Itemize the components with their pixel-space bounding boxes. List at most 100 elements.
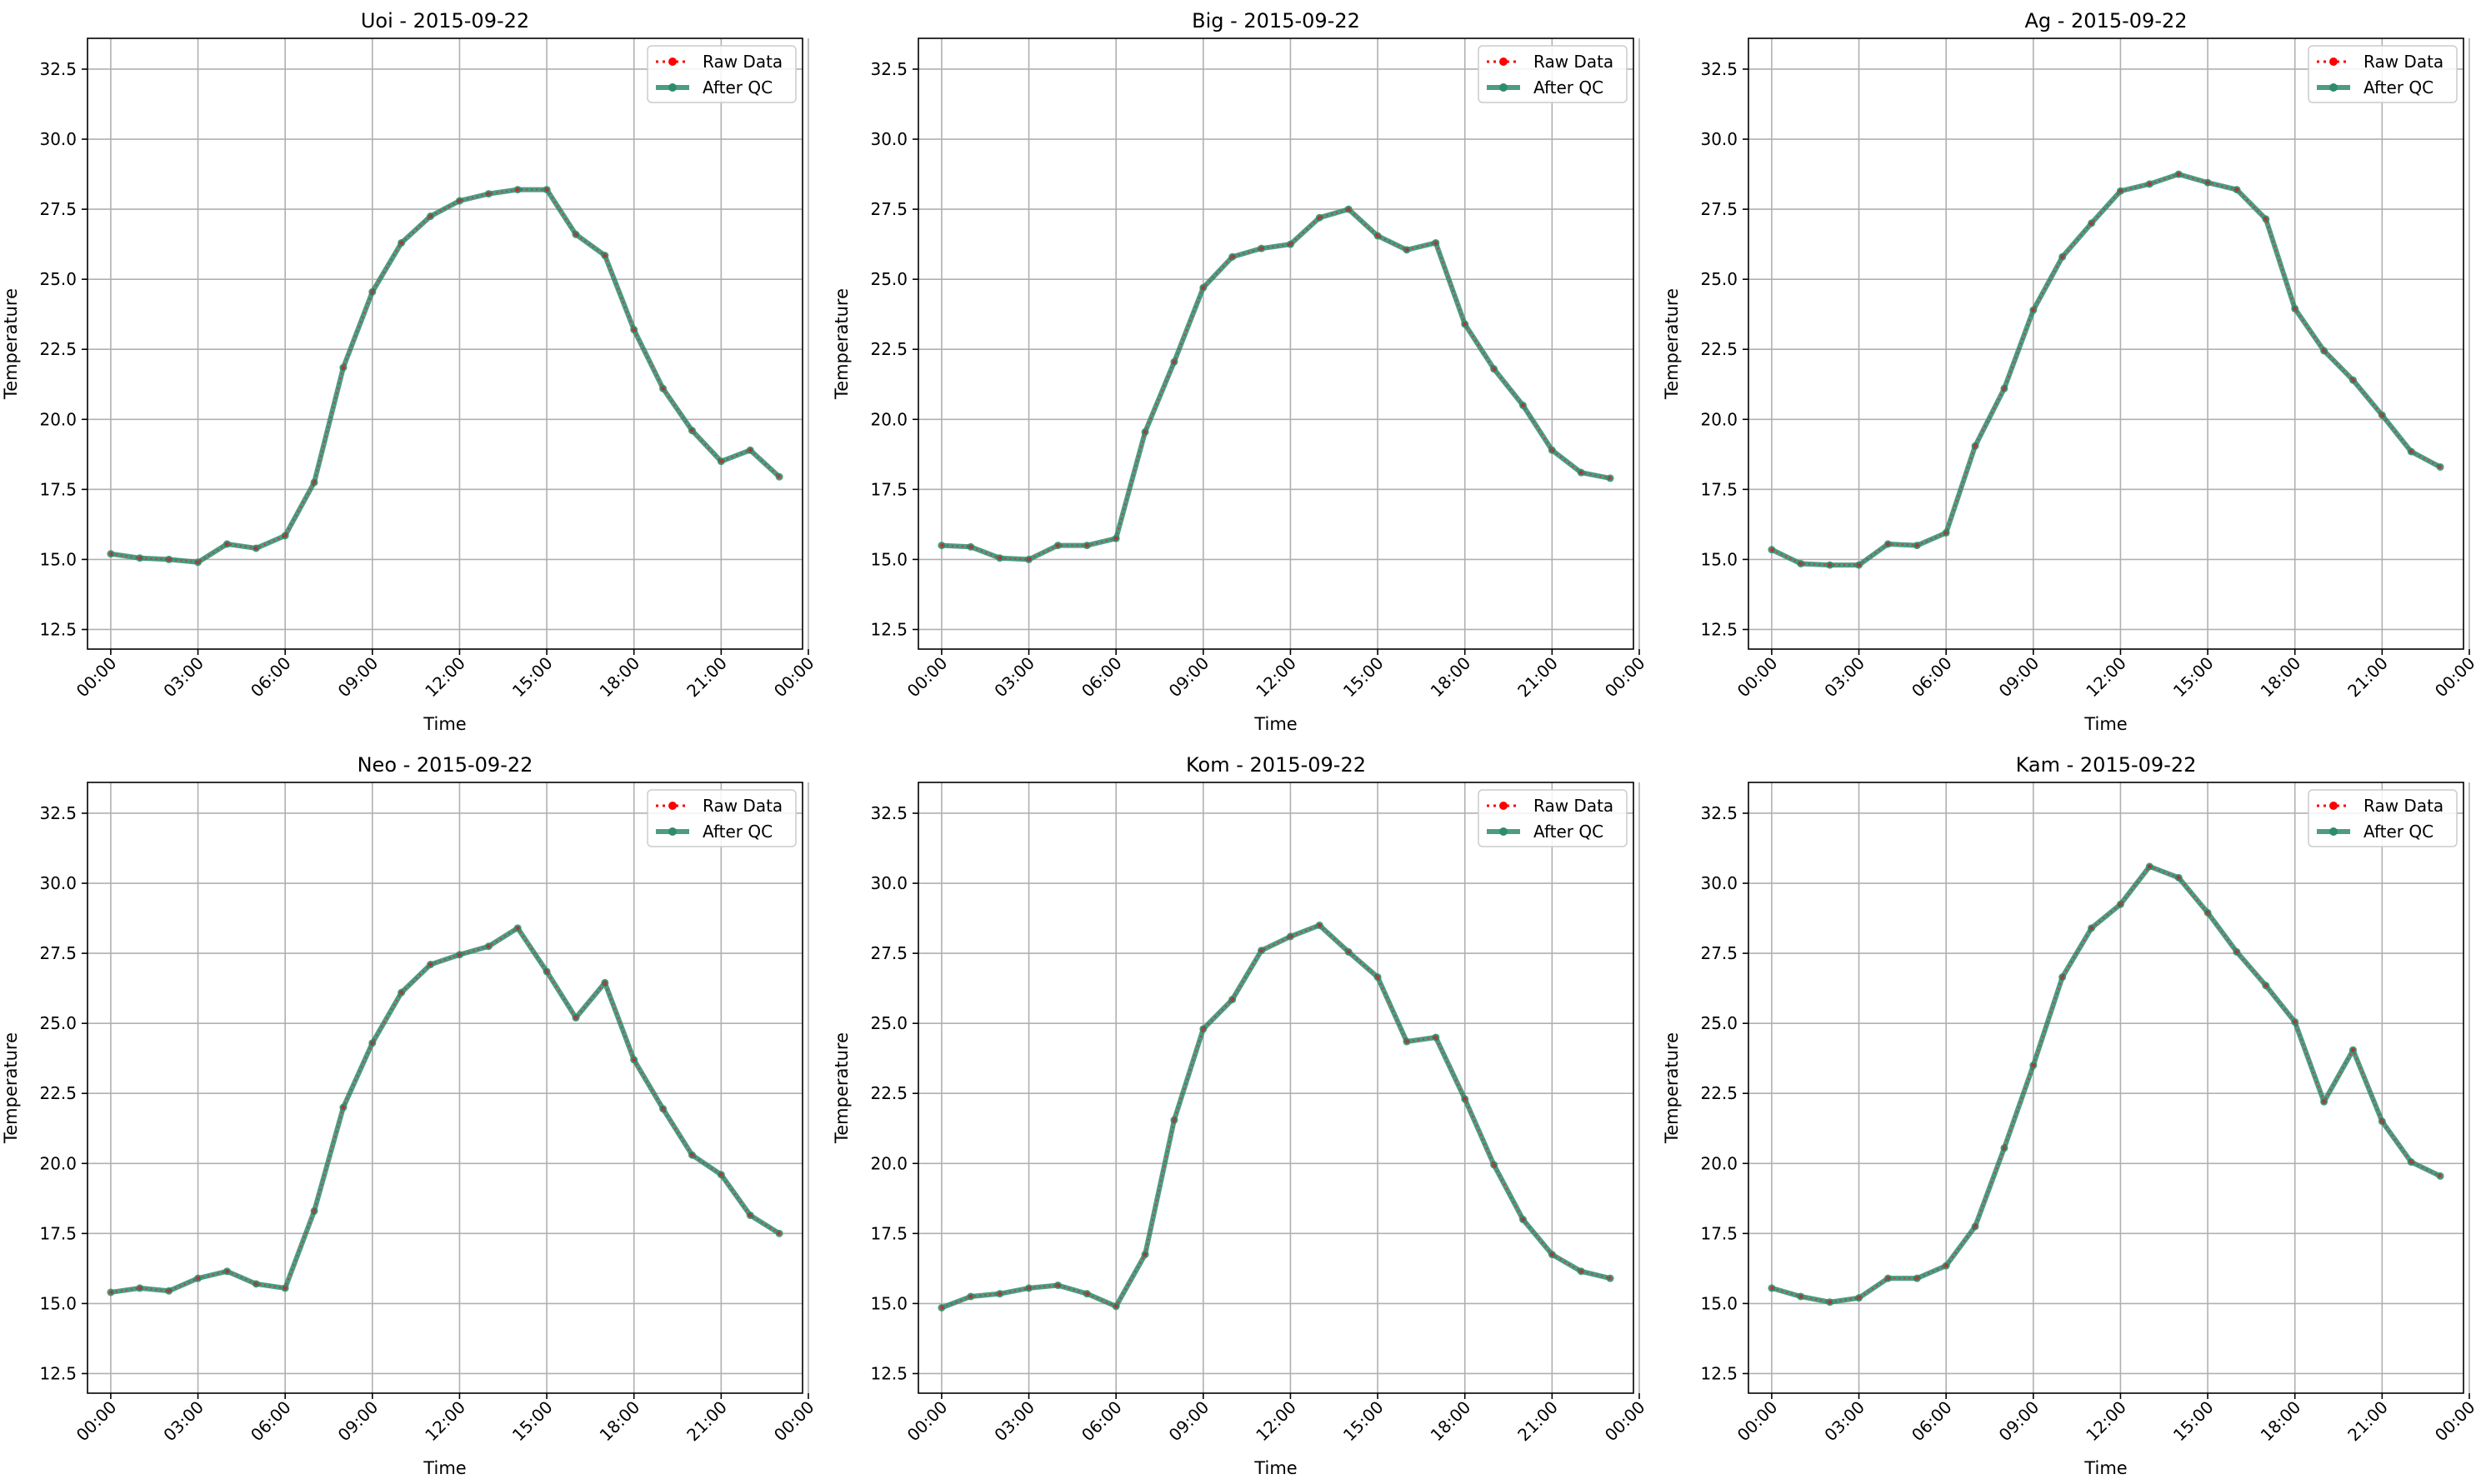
raw-data-point [1433, 1035, 1438, 1040]
after-qc-point [2000, 1144, 2008, 1152]
legend-qc-label: After QC [2363, 822, 2433, 842]
raw-data-point [1608, 1276, 1613, 1281]
raw-data-point [196, 1276, 201, 1281]
x-tick-label: 00:00 [2431, 1397, 2479, 1446]
after-qc-point [1344, 947, 1353, 956]
raw-data-point [1973, 1224, 1978, 1229]
after-qc-point [136, 554, 144, 562]
x-tick-label: 21:00 [2343, 1397, 2392, 1446]
raw-data-point [1172, 1117, 1177, 1122]
x-tick-label: 03:00 [159, 653, 208, 702]
subplot-5: 12.5 15.0 17.5 20.0 22.5 25.0 27.5 30.0 32.5 00:0… [832, 753, 1649, 1478]
y-tick-label: 22.5 [39, 1083, 77, 1103]
x-tick-label: 18:00 [596, 653, 644, 702]
raw-data-point [603, 980, 608, 985]
raw-data-line [110, 188, 780, 563]
after-qc-point [1025, 555, 1033, 563]
x-tick-label: 00:00 [903, 1397, 952, 1446]
y-tick-label: 22.5 [870, 1083, 908, 1103]
legend-raw-marker [668, 802, 677, 810]
legend-raw-label: Raw Data [703, 796, 783, 816]
after-qc-point [136, 1284, 144, 1292]
y-tick-label: 32.5 [1700, 803, 1738, 823]
legend-raw-label: Raw Data [703, 52, 783, 72]
x-tick-label: 21:00 [683, 653, 731, 702]
after-qc-point [165, 555, 173, 563]
raw-data-point [138, 1286, 143, 1291]
raw-data-point [2002, 386, 2007, 391]
chart-title: Ag - 2015-09-22 [2024, 9, 2187, 32]
raw-data-point [1317, 922, 1322, 927]
raw-data-point [2408, 449, 2413, 454]
after-qc-point [1083, 1290, 1091, 1298]
after-qc-point [775, 472, 783, 481]
after-qc-point [1855, 1294, 1863, 1302]
raw-data-line [110, 927, 780, 1293]
raw-data-point [777, 474, 782, 479]
after-qc-point [2088, 219, 2096, 227]
after-qc-point [717, 1171, 725, 1179]
y-tick-label: 30.0 [1700, 129, 1738, 149]
x-tick-label: 09:00 [334, 1397, 383, 1446]
raw-data-point [1943, 1263, 1948, 1268]
y-tick-label: 15.0 [870, 549, 908, 569]
subplot-2: 12.5 15.0 17.5 20.0 22.5 25.0 27.5 30.0 32.5 00:0… [832, 9, 1649, 734]
chart-title: Neo - 2015-09-22 [358, 753, 533, 777]
y-tick-label: 22.5 [1700, 339, 1738, 359]
y-tick-label: 22.5 [39, 339, 77, 359]
raw-data-point [224, 542, 229, 547]
chart-title: Kom - 2015-09-22 [1186, 753, 1366, 777]
raw-data-point [2350, 1047, 2355, 1052]
raw-data-point [370, 289, 375, 294]
raw-data-point [196, 560, 201, 565]
raw-data-point [1857, 1296, 1862, 1301]
after-qc-point [252, 1280, 260, 1288]
y-tick-label: 20.0 [39, 409, 77, 429]
y-tick-label: 12.5 [870, 1363, 908, 1383]
raw-data-point [428, 962, 433, 967]
legend-qc-label: After QC [703, 822, 773, 842]
raw-data-point [1084, 543, 1089, 548]
x-tick-label: 18:00 [596, 1397, 644, 1446]
after-qc-point [572, 230, 580, 238]
y-tick-label: 27.5 [1700, 199, 1738, 219]
after-qc-point [1258, 947, 1266, 955]
y-axis-label: Temperature [1, 288, 21, 400]
raw-data-point [1769, 1286, 1774, 1291]
after-qc-point [1432, 238, 1440, 247]
x-tick-label: 06:00 [1078, 1397, 1126, 1446]
x-tick-label: 06:00 [1078, 653, 1126, 702]
raw-data-point [1578, 1269, 1583, 1274]
raw-data-point [1375, 975, 1380, 980]
x-tick-label: 09:00 [1995, 653, 2043, 702]
y-tick-label: 22.5 [870, 339, 908, 359]
legend-qc-marker [668, 827, 677, 836]
raw-data-point [1288, 242, 1293, 247]
raw-data-point [1463, 322, 1468, 327]
after-qc-point [1797, 559, 1805, 567]
after-qc-point [630, 326, 638, 334]
y-tick-label: 27.5 [870, 943, 908, 963]
legend: Raw Data After QC [647, 789, 797, 847]
raw-data-point [108, 552, 113, 557]
after-qc-point [339, 363, 348, 372]
raw-data-point [661, 386, 666, 391]
raw-data-point [1027, 557, 1032, 562]
x-tick-label: 03:00 [1820, 1397, 1868, 1446]
raw-data-point [1520, 402, 1525, 407]
raw-data-point [968, 1294, 973, 1299]
x-tick-label: 09:00 [1165, 653, 1213, 702]
after-qc-point [2262, 215, 2270, 223]
after-qc-point [310, 1207, 318, 1215]
x-tick-label: 21:00 [2343, 653, 2392, 702]
series-after-qc [1768, 862, 2444, 1307]
y-tick-label: 12.5 [39, 619, 77, 639]
legend-qc-label: After QC [2363, 77, 2433, 97]
raw-data-point [2089, 926, 2094, 931]
y-axis-label: Temperature [1662, 288, 1682, 400]
raw-data-point [1828, 562, 1833, 567]
raw-data-point [2263, 983, 2268, 988]
legend-raw-marker [668, 57, 677, 66]
raw-data-point [2176, 875, 2181, 880]
x-axis-label: Time [423, 714, 466, 734]
